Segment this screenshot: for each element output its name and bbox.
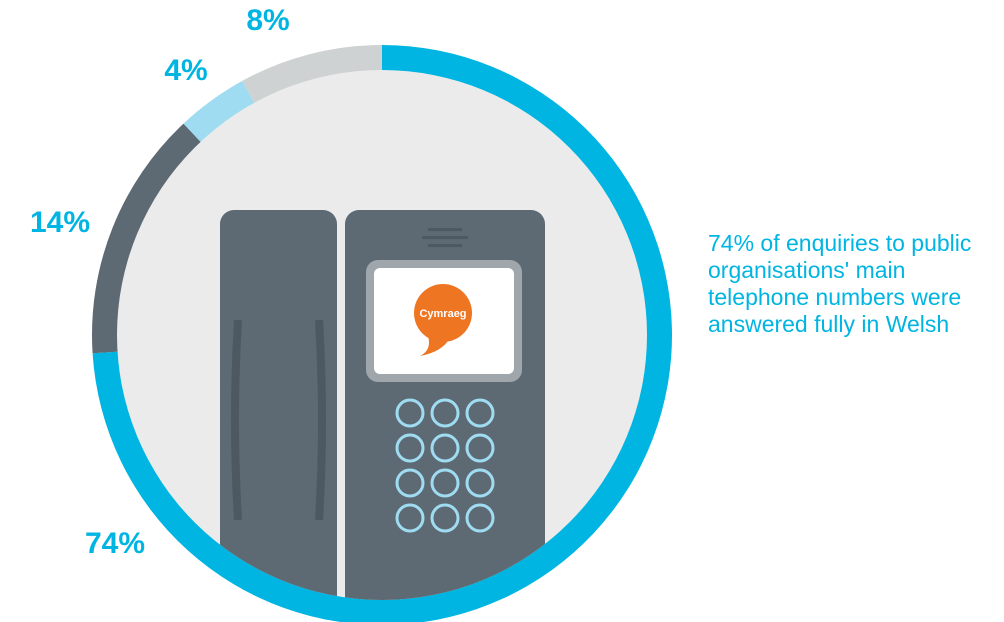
value-label: 74% [85, 527, 145, 560]
donut [92, 45, 672, 622]
value-label: 4% [164, 54, 207, 87]
value-label: 14% [30, 206, 90, 239]
donut-segment [242, 45, 382, 106]
donut-segment [92, 123, 203, 354]
icon-text: Cymraeg [419, 308, 466, 320]
value-label: 8% [246, 4, 289, 37]
annotation: 74% of enquiries to public organisations… [708, 230, 972, 337]
donut-segment [183, 80, 256, 145]
phone-illustration: Cymraeg [220, 210, 545, 600]
